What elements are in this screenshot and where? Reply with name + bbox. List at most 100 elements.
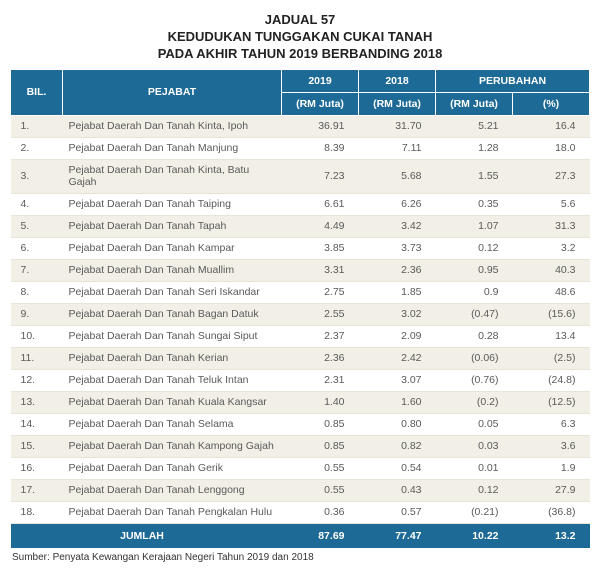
table-row: 18.Pejabat Daerah Dan Tanah Pengkalan Hu… — [11, 501, 590, 523]
cell-2018: 2.09 — [359, 325, 436, 347]
cell-chg: (0.47) — [436, 303, 513, 325]
cell-pct: 3.6 — [513, 435, 590, 457]
cell-pejabat: Pejabat Daerah Dan Tanah Taiping — [63, 193, 282, 215]
header-chg-unit: (RM Juta) — [436, 92, 513, 115]
cell-pejabat: Pejabat Daerah Dan Tanah Teluk Intan — [63, 369, 282, 391]
title-line-3: PADA AKHIR TAHUN 2019 BERBANDING 2018 — [10, 46, 590, 63]
cell-pejabat: Pejabat Daerah Dan Tanah Sungai Siput — [63, 325, 282, 347]
cell-chg: 0.95 — [436, 259, 513, 281]
cell-bil: 11. — [11, 347, 63, 369]
cell-2018: 1.60 — [359, 391, 436, 413]
cell-bil: 13. — [11, 391, 63, 413]
cell-chg: 0.35 — [436, 193, 513, 215]
table-row: 6.Pejabat Daerah Dan Tanah Kampar3.853.7… — [11, 237, 590, 259]
total-2019: 87.69 — [282, 523, 359, 548]
table-row: 9.Pejabat Daerah Dan Tanah Bagan Datuk2.… — [11, 303, 590, 325]
cell-pct: 16.4 — [513, 115, 590, 137]
table-row: 5.Pejabat Daerah Dan Tanah Tapah4.493.42… — [11, 215, 590, 237]
total-row: JUMLAH 87.69 77.47 10.22 13.2 — [11, 523, 590, 548]
cell-2018: 3.02 — [359, 303, 436, 325]
cell-2019: 0.85 — [282, 413, 359, 435]
header-pejabat: PEJABAT — [63, 69, 282, 115]
cell-pct: 27.9 — [513, 479, 590, 501]
total-chg: 10.22 — [436, 523, 513, 548]
cell-pejabat: Pejabat Daerah Dan Tanah Seri Iskandar — [63, 281, 282, 303]
cell-chg: 0.01 — [436, 457, 513, 479]
cell-2019: 0.55 — [282, 457, 359, 479]
header-2018-unit: (RM Juta) — [359, 92, 436, 115]
cell-2019: 2.75 — [282, 281, 359, 303]
header-2019-unit: (RM Juta) — [282, 92, 359, 115]
table-row: 11.Pejabat Daerah Dan Tanah Kerian2.362.… — [11, 347, 590, 369]
cell-2019: 1.40 — [282, 391, 359, 413]
total-2018: 77.47 — [359, 523, 436, 548]
cell-2019: 6.61 — [282, 193, 359, 215]
cell-chg: 1.28 — [436, 137, 513, 159]
cell-pejabat: Pejabat Daerah Dan Tanah Kampar — [63, 237, 282, 259]
cell-pejabat: Pejabat Daerah Dan Tanah Kuala Kangsar — [63, 391, 282, 413]
header-2019: 2019 — [282, 69, 359, 92]
cell-bil: 8. — [11, 281, 63, 303]
cell-bil: 6. — [11, 237, 63, 259]
cell-2019: 0.85 — [282, 435, 359, 457]
cell-pejabat: Pejabat Daerah Dan Tanah Lenggong — [63, 479, 282, 501]
cell-pct: (15.6) — [513, 303, 590, 325]
cell-pct: 13.4 — [513, 325, 590, 347]
table-row: 13.Pejabat Daerah Dan Tanah Kuala Kangsa… — [11, 391, 590, 413]
cell-pct: 1.9 — [513, 457, 590, 479]
table-row: 7.Pejabat Daerah Dan Tanah Muallim3.312.… — [11, 259, 590, 281]
cell-2018: 3.07 — [359, 369, 436, 391]
cell-pct: 27.3 — [513, 159, 590, 193]
cell-pct: (36.8) — [513, 501, 590, 523]
table-row: 4.Pejabat Daerah Dan Tanah Taiping6.616.… — [11, 193, 590, 215]
cell-pct: 31.3 — [513, 215, 590, 237]
cell-pct: 48.6 — [513, 281, 590, 303]
table-row: 12.Pejabat Daerah Dan Tanah Teluk Intan2… — [11, 369, 590, 391]
cell-pct: 18.0 — [513, 137, 590, 159]
cell-bil: 10. — [11, 325, 63, 347]
cell-pct: 5.6 — [513, 193, 590, 215]
cell-chg: 1.07 — [436, 215, 513, 237]
cell-pct: 40.3 — [513, 259, 590, 281]
cell-pejabat: Pejabat Daerah Dan Tanah Bagan Datuk — [63, 303, 282, 325]
cell-chg: 0.03 — [436, 435, 513, 457]
cell-pejabat: Pejabat Daerah Dan Tanah Kerian — [63, 347, 282, 369]
cell-bil: 9. — [11, 303, 63, 325]
header-bil: BIL. — [11, 69, 63, 115]
cell-pct: 6.3 — [513, 413, 590, 435]
cell-bil: 16. — [11, 457, 63, 479]
cell-2018: 0.57 — [359, 501, 436, 523]
cell-chg: 0.28 — [436, 325, 513, 347]
cell-2018: 31.70 — [359, 115, 436, 137]
title-line-1: JADUAL 57 — [10, 12, 590, 29]
cell-bil: 3. — [11, 159, 63, 193]
cell-2018: 7.11 — [359, 137, 436, 159]
cell-chg: 0.9 — [436, 281, 513, 303]
header-2018: 2018 — [359, 69, 436, 92]
cell-pejabat: Pejabat Daerah Dan Tanah Kinta, Ipoh — [63, 115, 282, 137]
cell-chg: 0.12 — [436, 479, 513, 501]
cell-2019: 2.36 — [282, 347, 359, 369]
cell-2019: 4.49 — [282, 215, 359, 237]
cell-bil: 2. — [11, 137, 63, 159]
cell-2018: 6.26 — [359, 193, 436, 215]
cell-2018: 1.85 — [359, 281, 436, 303]
cell-2019: 2.55 — [282, 303, 359, 325]
cell-chg: (0.76) — [436, 369, 513, 391]
cell-pct: (2.5) — [513, 347, 590, 369]
cell-pejabat: Pejabat Daerah Dan Tanah Kampong Gajah — [63, 435, 282, 457]
cell-chg: 0.05 — [436, 413, 513, 435]
cell-chg: (0.06) — [436, 347, 513, 369]
table-row: 14.Pejabat Daerah Dan Tanah Selama0.850.… — [11, 413, 590, 435]
total-pct: 13.2 — [513, 523, 590, 548]
cell-chg: 0.12 — [436, 237, 513, 259]
cell-2018: 5.68 — [359, 159, 436, 193]
cell-2018: 2.36 — [359, 259, 436, 281]
cell-pct: (24.8) — [513, 369, 590, 391]
cell-bil: 17. — [11, 479, 63, 501]
table-title: JADUAL 57 KEDUDUKAN TUNGGAKAN CUKAI TANA… — [10, 12, 590, 63]
cell-bil: 18. — [11, 501, 63, 523]
table-row: 8.Pejabat Daerah Dan Tanah Seri Iskandar… — [11, 281, 590, 303]
source-note: Sumber: Penyata Kewangan Kerajaan Negeri… — [10, 552, 590, 563]
cell-bil: 14. — [11, 413, 63, 435]
